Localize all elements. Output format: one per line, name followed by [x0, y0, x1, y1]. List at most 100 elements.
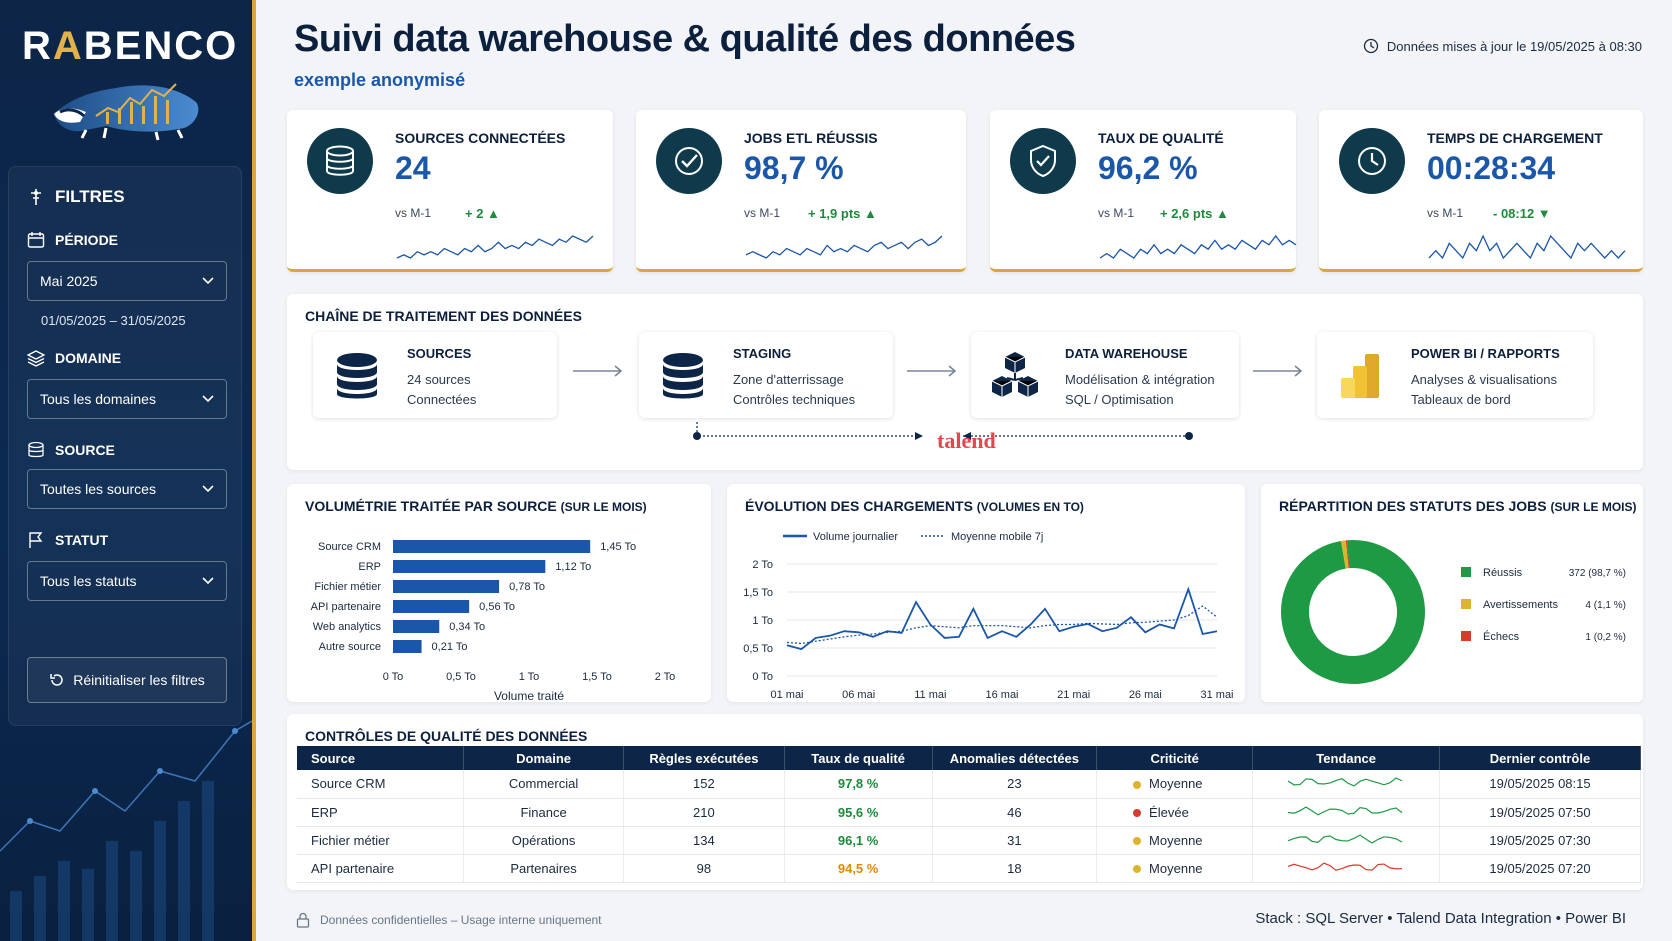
bar-value-label: 0,78 To — [509, 581, 545, 593]
step-line: Connectées — [407, 392, 477, 407]
step-title: POWER BI / RAPPORTS — [1411, 346, 1560, 361]
kpi-sparkline — [396, 235, 594, 259]
column-header[interactable]: Règles exécutées — [623, 746, 785, 770]
column-header[interactable]: Domaine — [463, 746, 625, 770]
quality-table: Source Domaine Règles exécutées Taux de qua… — [297, 746, 1641, 883]
volumetry-bar-chart: Source CRM 1,45 To ERP 1,12 To Fichier métie… — [311, 540, 675, 702]
table-row[interactable]: Source CRM Commercial 152 97,8 % 23 Moyenne 19… — [297, 770, 1641, 799]
donut-slice — [1281, 540, 1425, 684]
job-status-title: RÉPARTITION DES STATUTS DES JOBS (SUR LE… — [1279, 498, 1637, 514]
kpi-card-sources[interactable]: SOURCES CONNECTÉES 24 vs M-1 + 2 ▲ — [287, 110, 613, 272]
table-cell: Élevée — [1096, 798, 1254, 827]
trend-sparkline — [1287, 861, 1403, 871]
table-cell: Moyenne — [1096, 826, 1254, 855]
kpi-label: SOURCES CONNECTÉES — [395, 130, 566, 146]
table-cell: Opérations — [463, 826, 625, 855]
criticality-label: Élevée — [1149, 804, 1189, 820]
bar — [393, 620, 440, 633]
filter-icon — [31, 189, 41, 205]
quality-title: CONTRÔLES DE QUALITÉ DES DONNÉES — [305, 728, 588, 744]
refresh-icon — [50, 674, 63, 686]
trend-sparkline — [1287, 777, 1403, 787]
y-tick-label: 2 To — [752, 559, 773, 571]
job-status-donut: Réussis 372 (98,7 %) Avertissements 4 (1,1 … — [1281, 540, 1626, 684]
table-cell — [1252, 854, 1441, 883]
x-tick-label: 21 mai — [1057, 689, 1090, 701]
column-header[interactable]: Criticité — [1096, 746, 1254, 770]
kpi-comparison: vs M-1 — [1098, 206, 1134, 220]
column-header[interactable]: Source — [297, 746, 464, 770]
step-line: Tableaux de bord — [1411, 392, 1511, 407]
loads-line-chart: Volume journalier Moyenne mobile 7j 0 To 0,… — [743, 531, 1233, 701]
criticality-label: Moyenne — [1149, 776, 1203, 792]
trend-line — [1287, 777, 1403, 787]
trend-line — [1287, 861, 1403, 871]
shield-check-icon — [1010, 128, 1076, 194]
step-title: STAGING — [733, 346, 792, 361]
kpi-card-quality[interactable]: TAUX DE QUALITÉ 96,2 % vs M-1 + 2,6 pts … — [990, 110, 1297, 272]
bar-category-label: Source CRM — [318, 541, 381, 553]
chevron-down-icon — [202, 577, 214, 585]
chevron-down-icon — [202, 485, 214, 493]
powerbi-icon — [1341, 354, 1379, 398]
table-cell: 95,6 % — [784, 798, 933, 827]
bar — [393, 640, 422, 653]
pipeline-step-data-warehouse[interactable]: DATA WAREHOUSE Modélisation & intégratio… — [971, 332, 1239, 418]
legend-label: Volume journalier — [813, 531, 898, 543]
column-header[interactable]: Taux de qualité — [784, 746, 933, 770]
bar-value-label: 0,21 To — [432, 641, 468, 653]
x-tick-label: 06 mai — [842, 689, 875, 701]
kpi-delta: + 2 ▲ — [465, 206, 500, 221]
table-cell: 94,5 % — [784, 854, 933, 883]
bar-value-label: 1,45 To — [600, 541, 636, 553]
period-select[interactable]: Mai 2025 — [27, 261, 227, 301]
database-icon — [663, 353, 703, 399]
kpi-delta: - 08:12 ▼ — [1493, 206, 1551, 221]
bar — [393, 580, 500, 593]
table-cell: 134 — [623, 826, 785, 855]
pipeline-panel: CHAÎNE DE TRAITEMENT DES DONNÉES SOURCES… — [287, 294, 1643, 470]
x-tick-label: 11 mai — [914, 689, 946, 701]
kpi-card-load-time[interactable]: TEMPS DE CHARGEMENT 00:28:34 vs M-1 - 08… — [1319, 110, 1643, 272]
table-row[interactable]: ERP Finance 210 95,6 % 46 Élevée 19/05/2025 07… — [297, 798, 1641, 827]
sparkline-series — [1428, 234, 1626, 260]
pipeline-step-power-bi[interactable]: POWER BI / RAPPORTS Analyses & visualisa… — [1317, 332, 1593, 418]
filters-panel: FILTRES PÉRIODE Mai 2025 01/05/2025 – 31… — [8, 166, 242, 726]
source-label: SOURCE — [27, 441, 115, 459]
kpi-label: JOBS ETL RÉUSSIS — [744, 130, 878, 146]
column-header[interactable]: Tendance — [1252, 746, 1441, 770]
series-line-moving-average — [786, 605, 1218, 645]
donut-slice — [1341, 540, 1349, 569]
brand-logo[interactable]: RABENCO — [22, 24, 239, 68]
clock-icon — [1339, 128, 1405, 194]
kpi-comparison: vs M-1 — [395, 206, 431, 220]
table-cell: 19/05/2025 07:30 — [1439, 826, 1641, 855]
column-header[interactable]: Dernier contrôle — [1439, 746, 1641, 770]
bar — [393, 600, 470, 613]
table-cell: 152 — [623, 770, 785, 799]
y-tick-label: 1 To — [752, 615, 773, 627]
pipeline-title: CHAÎNE DE TRAITEMENT DES DONNÉES — [305, 308, 582, 324]
legend-label: Avertissements — [1483, 599, 1558, 611]
tech-stack: Stack : SQL Server • Talend Data Integra… — [1255, 910, 1626, 927]
step-line: 24 sources — [407, 372, 471, 387]
table-row[interactable]: API partenaire Partenaires 98 94,5 % 18 Moyen… — [297, 854, 1641, 883]
column-header[interactable]: Anomalies détectées — [932, 746, 1098, 770]
step-title: SOURCES — [407, 346, 472, 361]
trend-line — [1287, 833, 1403, 844]
volumetry-title: VOLUMÉTRIE TRAITÉE PAR SOURCE (SUR LE MO… — [305, 498, 647, 514]
table-cell: Source CRM — [297, 770, 464, 799]
table-row[interactable]: Fichier métier Opérations 134 96,1 % 31 Moyen… — [297, 826, 1641, 855]
bar-value-label: 0,34 To — [449, 621, 485, 633]
kpi-value: 96,2 % — [1098, 150, 1198, 186]
kpi-value: 00:28:34 — [1427, 150, 1556, 186]
domain-select[interactable]: Tous les domaines — [27, 379, 227, 419]
status-select[interactable]: Tous les statuts — [27, 561, 227, 601]
kpi-label: TEMPS DE CHARGEMENT — [1427, 130, 1603, 146]
table-cell: 31 — [932, 826, 1098, 855]
kpi-card-jobs[interactable]: JOBS ETL RÉUSSIS 98,7 % vs M-1 + 1,9 pts… — [636, 110, 966, 272]
reset-filters-button[interactable]: Réinitialiser les filtres — [27, 657, 227, 703]
pipeline-step-staging[interactable]: STAGING Zone d'atterrissage Contrôles te… — [639, 332, 893, 418]
pipeline-step-sources[interactable]: SOURCES 24 sources Connectées — [313, 332, 557, 418]
source-select[interactable]: Toutes les sources — [27, 469, 227, 509]
